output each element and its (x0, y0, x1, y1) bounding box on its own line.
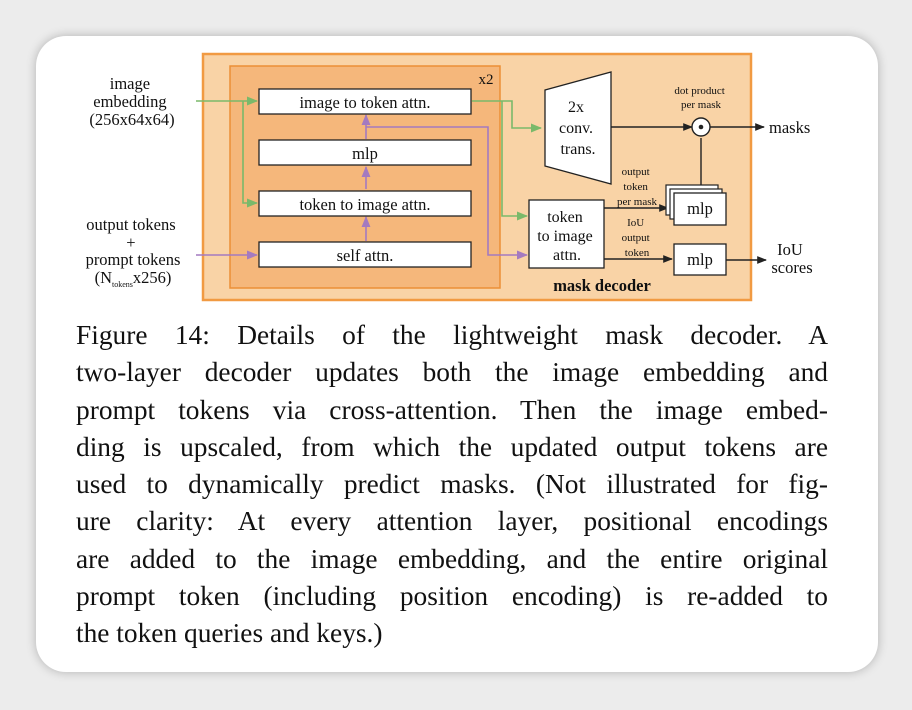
image-to-token-attn-block (258, 88, 472, 115)
mask-decoder-label: mask decoder (553, 276, 651, 295)
iou-scores-output-label: IoU scores (771, 240, 812, 277)
caption-line: prompt tokens via cross-attention. Then … (76, 394, 828, 425)
self-attn-block (258, 241, 472, 268)
mask-mlp-label: mlp (687, 199, 713, 218)
mask-mlp-block (673, 192, 727, 226)
self-attn-label: self attn. (337, 246, 394, 265)
token-to-image-attn-label: token to image attn. (299, 195, 430, 214)
iou-mlp-label: mlp (687, 250, 713, 269)
output-tokens-label: output tokens + prompt tokens (86, 215, 181, 269)
final-token-to-image-attn-label: token to image attn. (537, 209, 597, 264)
caption-line: Figure 14: Details of the lightweight ma… (76, 320, 828, 350)
figure-caption: Figure 14: Details of the lightweight ma… (76, 317, 828, 653)
image-embedding-label: image embedding (256x64x64) (89, 74, 174, 129)
conv-trans-block (544, 71, 612, 185)
tokens-shape-label: (Ntokensx256) (95, 268, 172, 289)
token-flow (196, 113, 529, 260)
caption-line: two-layer decoder updates both the image… (76, 357, 828, 388)
dot-product-dot (698, 124, 704, 130)
caption-line: ure clarity: At every attention layer, p… (76, 506, 828, 537)
dot-product-label: dot product per mask (674, 85, 727, 111)
repeat-label: x2 (479, 72, 494, 88)
image-embedding-flow (196, 96, 543, 221)
conv-trans-label: 2x conv. trans. (559, 99, 597, 158)
caption-line: are added to the image embedding, and th… (76, 543, 828, 574)
caption-line: the token queries and keys.) (76, 618, 383, 649)
token-to-image-attn-block (258, 190, 472, 217)
masks-output-label: masks (769, 118, 810, 137)
caption-line: used to dynamically predict masks. (Not … (76, 469, 828, 500)
mlp-block (258, 139, 472, 166)
image-to-token-attn-label: image to token attn. (299, 93, 430, 112)
iou-mlp-block (673, 243, 727, 276)
caption-line: ding is upscaled, from which the updated… (76, 431, 828, 462)
output-flow (604, 123, 767, 264)
iou-output-token-label: IoU output token (622, 217, 653, 259)
final-token-to-image-attn-block (528, 199, 605, 269)
mlp-block-label: mlp (352, 144, 378, 163)
output-token-per-mask-label: output token per mask (617, 166, 658, 208)
mask-decoder-diagram: image to token attn. mlp token to image … (86, 52, 813, 302)
caption-line: prompt token (including position encodin… (76, 581, 828, 612)
